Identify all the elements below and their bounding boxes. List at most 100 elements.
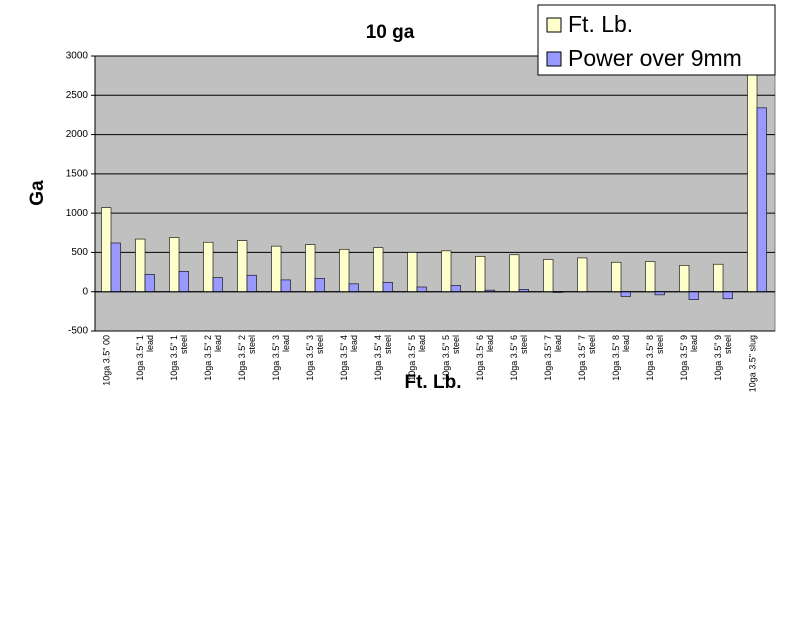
x-tick-label: 10ga 3.5" 4steel bbox=[373, 335, 393, 381]
bar bbox=[475, 256, 486, 293]
x-tick-label: 10ga 3.5" 6steel bbox=[509, 335, 529, 381]
bar bbox=[543, 259, 554, 293]
bar bbox=[611, 261, 622, 293]
bar bbox=[246, 274, 257, 293]
bar bbox=[756, 107, 767, 293]
bar bbox=[416, 286, 427, 293]
x-tick-label-line: steel bbox=[179, 335, 189, 354]
x-tick-label-line: 10ga 3.5" 4 bbox=[373, 335, 383, 381]
bar bbox=[203, 241, 214, 293]
bar bbox=[305, 244, 316, 293]
x-tick-label-line: 10ga 3.5" 8 bbox=[611, 335, 621, 381]
y-axis-title: Ga bbox=[27, 180, 48, 206]
x-tick-label-line: steel bbox=[587, 335, 597, 354]
bar bbox=[441, 250, 452, 293]
bar bbox=[144, 274, 155, 293]
x-tick-label: 10ga 3.5" 3steel bbox=[305, 335, 325, 381]
x-tick-label-line: 10ga 3.5" 1 bbox=[169, 335, 179, 381]
x-tick-label-line: lead bbox=[213, 335, 223, 352]
x-tick-label: 10ga 3.5" 9lead bbox=[679, 335, 699, 381]
y-tick-label: 0 bbox=[82, 286, 88, 297]
bar bbox=[722, 291, 733, 300]
x-tick-label-line: steel bbox=[655, 335, 665, 354]
y-tick-label: -500 bbox=[68, 326, 88, 337]
bar bbox=[407, 252, 418, 293]
x-tick-label-line: steel bbox=[315, 335, 325, 354]
legend-box bbox=[537, 4, 776, 76]
x-tick-label: 10ga 3.5" 7lead bbox=[543, 335, 563, 381]
bar bbox=[348, 283, 359, 293]
x-tick-label-line: lead bbox=[417, 335, 427, 352]
x-tick-label-line: lead bbox=[281, 335, 291, 352]
bar bbox=[178, 270, 189, 293]
y-tick-label: 500 bbox=[71, 247, 88, 258]
x-tick-label-line: lead bbox=[349, 335, 359, 352]
bar bbox=[169, 237, 180, 293]
bar bbox=[713, 263, 724, 293]
bar bbox=[271, 245, 282, 293]
x-tick-label-line: 10ga 3.5" 6 bbox=[475, 335, 485, 381]
x-tick-label: 10ga 3.5" 8lead bbox=[611, 335, 631, 381]
x-tick-label-line: 10ga 3.5" 6 bbox=[509, 335, 519, 381]
x-tick-label-line: lead bbox=[689, 335, 699, 352]
bar bbox=[509, 254, 520, 293]
x-tick-label-line: 10ga 3.5" 2 bbox=[237, 335, 247, 381]
x-tick-label-line: 10ga 3.5" 5 bbox=[407, 335, 417, 381]
x-tick-label: 10ga 3.5" 5lead bbox=[407, 335, 427, 381]
x-tick-label: 10ga 3.5" 9steel bbox=[713, 335, 733, 381]
x-tick-label-line: lead bbox=[621, 335, 631, 352]
x-tick-label: 10ga 3.5" 00 bbox=[101, 335, 111, 386]
x-tick-label: 10ga 3.5" 2steel bbox=[237, 335, 257, 381]
x-axis-title: Ft. Lb. bbox=[405, 372, 462, 393]
bar bbox=[620, 291, 631, 297]
legend-swatch bbox=[546, 51, 562, 67]
bar bbox=[679, 265, 690, 293]
x-tick-label-line: steel bbox=[383, 335, 393, 354]
x-tick-label-line: lead bbox=[485, 335, 495, 352]
y-tick-label: 1000 bbox=[66, 208, 89, 219]
legend: Ft. Lb. Power over 9mm bbox=[537, 4, 776, 76]
bar bbox=[314, 278, 325, 293]
bar bbox=[373, 247, 384, 293]
bar bbox=[645, 261, 656, 293]
bar bbox=[688, 291, 699, 300]
bar bbox=[110, 242, 121, 293]
x-tick-label-line: 10ga 3.5" 2 bbox=[203, 335, 213, 381]
x-tick-label: 10ga 3.5" 7steel bbox=[577, 335, 597, 381]
x-tick-label: 10ga 3.5" 4lead bbox=[339, 335, 359, 381]
x-tick-label-line: 10ga 3.5" 7 bbox=[577, 335, 587, 381]
x-tick-label: 10ga 3.5" slug bbox=[747, 335, 757, 392]
bar bbox=[450, 285, 461, 293]
bar bbox=[339, 248, 350, 293]
x-tick-label: 10ga 3.5" 3lead bbox=[271, 335, 291, 381]
bar bbox=[135, 238, 146, 293]
bar bbox=[101, 207, 112, 293]
legend-swatch bbox=[546, 17, 562, 33]
bar bbox=[747, 55, 758, 293]
x-tick-label-line: 10ga 3.5" 9 bbox=[679, 335, 689, 381]
x-tick-label-line: steel bbox=[723, 335, 733, 354]
x-tick-label-line: lead bbox=[145, 335, 155, 352]
y-tick-label: 1500 bbox=[66, 168, 89, 179]
x-tick-label: 10ga 3.5" 8steel bbox=[645, 335, 665, 381]
chart-title: 10 ga bbox=[366, 22, 415, 43]
bar bbox=[280, 279, 291, 293]
x-tick-label-line: steel bbox=[247, 335, 257, 354]
y-tick-label: 2500 bbox=[66, 90, 89, 101]
x-tick-label: 10ga 3.5" 2lead bbox=[203, 335, 223, 381]
x-tick-label-line: 10ga 3.5" 3 bbox=[305, 335, 315, 381]
x-tick-label-line: 10ga 3.5" 3 bbox=[271, 335, 281, 381]
x-tick-label-line: steel bbox=[519, 335, 529, 354]
y-tick-label: 2000 bbox=[66, 129, 89, 140]
x-tick-label-line: 10ga 3.5" 5 bbox=[441, 335, 451, 381]
x-tick-label-line: 10ga 3.5" 8 bbox=[645, 335, 655, 381]
x-tick-label-line: 10ga 3.5" 7 bbox=[543, 335, 553, 381]
x-tick-label: 10ga 3.5" 1lead bbox=[135, 335, 155, 381]
plot-area bbox=[94, 55, 776, 332]
x-tick-label-line: 10ga 3.5" 4 bbox=[339, 335, 349, 381]
legend-label: Power over 9mm bbox=[568, 45, 742, 71]
bar bbox=[237, 240, 248, 293]
x-tick-label-line: 10ga 3.5" 9 bbox=[713, 335, 723, 381]
x-tick-label-line: steel bbox=[451, 335, 461, 354]
bar bbox=[382, 281, 393, 293]
